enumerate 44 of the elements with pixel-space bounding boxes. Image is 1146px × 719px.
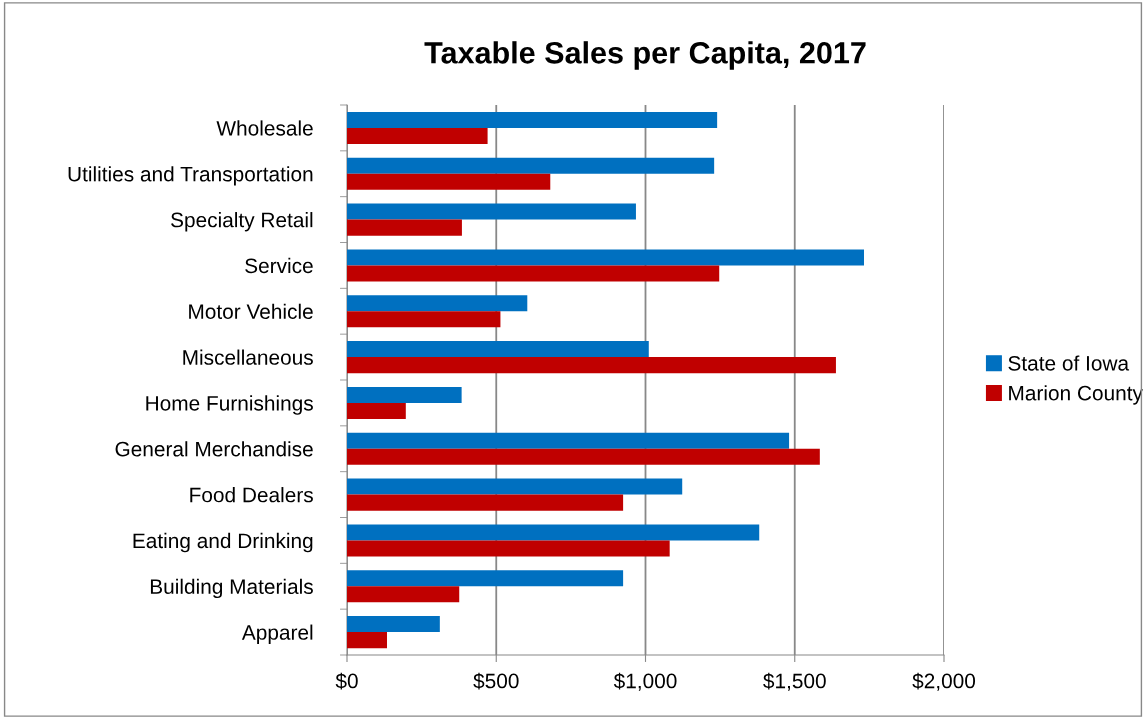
y-tick-label: Utilities and Transportation (68, 166, 313, 186)
y-tick-label: Building Materials (150, 578, 313, 599)
bar (347, 157, 715, 174)
bar (347, 173, 551, 190)
bar (347, 295, 528, 312)
bar (347, 478, 683, 495)
x-tick-label: $1,000 (613, 672, 677, 691)
bar (347, 203, 636, 220)
y-tick-label: Specialty Retail (171, 212, 313, 232)
bar (347, 249, 864, 266)
bar (347, 265, 720, 282)
bar (347, 432, 790, 449)
bar (347, 311, 501, 328)
bar (347, 570, 624, 587)
bar (347, 341, 649, 358)
chart-title: Taxable Sales per Capita, 2017 (424, 41, 866, 70)
legend-label: State of Iowa (1008, 355, 1130, 371)
x-tick-label: $0 (335, 672, 358, 690)
x-tick-label: $2,000 (912, 672, 976, 691)
bar (347, 616, 440, 633)
bar (347, 402, 406, 419)
y-tick-label: Apparel (241, 624, 313, 644)
y-tick-label: Wholesale (216, 120, 313, 136)
bar (347, 386, 462, 403)
bar (347, 540, 670, 557)
x-tick-label: $1,500 (763, 672, 826, 691)
bar (347, 448, 820, 465)
y-tick-label: Eating and Drinking (133, 532, 313, 553)
bar (347, 357, 836, 374)
bar (347, 524, 760, 541)
y-tick-label: General Merchandise (115, 441, 313, 457)
bar (347, 127, 488, 144)
y-tick-label: Food Dealers (190, 487, 313, 503)
y-tick-label: Service (245, 257, 313, 274)
bar (347, 586, 460, 603)
bar (347, 219, 462, 236)
bar (347, 111, 718, 128)
y-tick-label: Home Furnishings (146, 395, 313, 415)
bar (347, 494, 624, 511)
y-tick-label: Miscellaneous (183, 349, 313, 365)
legend-label: Marion County (1009, 385, 1143, 405)
x-tick-label: $500 (473, 672, 519, 690)
bar (347, 632, 387, 649)
y-tick-label: Motor Vehicle (189, 303, 313, 319)
